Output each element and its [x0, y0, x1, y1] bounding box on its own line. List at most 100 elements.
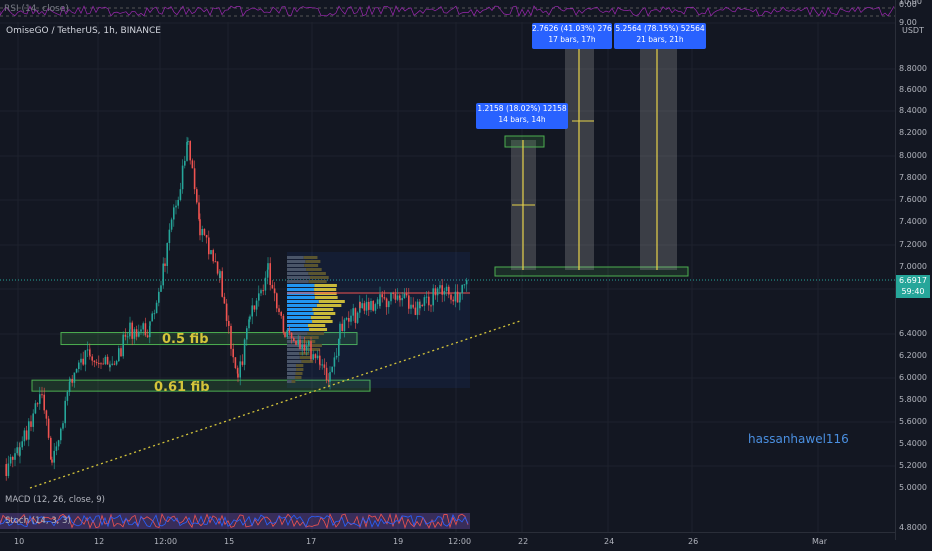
volume-bar — [287, 300, 319, 303]
candle-body — [216, 261, 219, 274]
target-zone-1 — [504, 135, 545, 148]
volume-bar — [305, 348, 321, 351]
measure-tooltip-3-line1: 5.2564 (78.15%) 52564 — [615, 24, 705, 33]
candle-body — [69, 378, 71, 382]
candle-body — [319, 364, 321, 366]
candle-body — [237, 373, 239, 378]
candle-body — [401, 298, 403, 301]
candle-body — [212, 250, 214, 262]
candle-body — [338, 338, 340, 356]
candle-body — [325, 367, 328, 381]
candle-body — [135, 329, 138, 337]
candle-body — [316, 355, 319, 359]
currency-label: USDT — [902, 26, 924, 35]
candle-body — [445, 286, 448, 291]
candle-body — [258, 293, 260, 301]
price-scale-label: 7.8000 — [899, 173, 927, 182]
candle-body — [321, 364, 323, 366]
candle-body — [328, 380, 330, 382]
candle-body — [412, 304, 414, 308]
candle-body — [131, 322, 133, 339]
author-watermark: hassanhawel116 — [748, 432, 849, 446]
candle-body — [140, 329, 142, 332]
volume-bar — [304, 336, 319, 339]
candle-body — [142, 323, 144, 330]
fib-05-label: 0.5 fib — [162, 332, 209, 347]
candle-body — [115, 361, 118, 365]
volume-bar — [318, 300, 345, 303]
candle-body — [230, 325, 232, 349]
time-axis[interactable]: 10 12 12:00 15 17 19 12:00 22 24 26 Mar — [0, 532, 895, 551]
candle-body — [196, 189, 198, 203]
candle-body — [399, 298, 401, 301]
candle-body — [111, 363, 113, 365]
candle-body — [434, 288, 437, 296]
price-scale-label: 4.8000 — [899, 523, 927, 532]
candle-body — [352, 308, 354, 316]
candle-body — [223, 296, 226, 304]
candle-body — [385, 298, 388, 308]
volume-bar — [306, 344, 322, 347]
candle-body — [432, 288, 434, 306]
candle-body — [191, 160, 194, 169]
volume-bar — [287, 340, 303, 343]
candle-body — [450, 294, 452, 300]
candle-body — [456, 291, 459, 303]
candle-body — [243, 339, 246, 365]
candle-body — [149, 325, 151, 338]
candle-body — [187, 141, 189, 143]
candle-body — [41, 394, 43, 396]
candle-body — [264, 277, 267, 291]
volume-bar — [287, 308, 313, 311]
candle-body — [374, 304, 377, 311]
candle-body — [363, 303, 366, 311]
measure-tooltip-1-line2: 14 bars, 14h — [498, 115, 546, 124]
candle-body — [98, 363, 100, 365]
candle-body — [323, 364, 326, 368]
price-scale-label: 5.4000 — [899, 439, 927, 448]
price-scale-label: 8.6000 — [899, 85, 927, 94]
candle-body — [410, 304, 412, 309]
volume-bar — [287, 356, 300, 359]
measure-tooltip-2-line1: 2.7626 (41.03%) 2762 — [532, 24, 612, 33]
price-chart-canvas[interactable] — [0, 0, 895, 532]
candle-body — [394, 293, 397, 300]
candle-body — [19, 447, 21, 456]
candle-body — [305, 345, 308, 351]
candle-body — [7, 463, 10, 476]
candle-body — [436, 288, 439, 296]
candle-body — [273, 288, 276, 294]
candle-body — [122, 334, 124, 357]
candle-body — [416, 301, 419, 315]
volume-bar — [287, 320, 313, 323]
candle-body — [225, 303, 228, 321]
candle-body — [151, 313, 153, 322]
candle-body — [78, 362, 80, 370]
candle-body — [109, 364, 111, 368]
volume-bar — [294, 376, 302, 379]
candlestick-series — [5, 136, 468, 481]
candle-body — [356, 312, 359, 323]
candle-body — [303, 344, 306, 351]
candle-body — [100, 363, 102, 365]
candle-body — [28, 421, 30, 440]
last-price-badge: 6.6917 59:40 — [896, 275, 930, 298]
price-scale-label: 8.0000 — [899, 151, 927, 160]
candle-body — [428, 296, 430, 306]
candle-body — [301, 344, 303, 349]
volume-bar — [314, 288, 337, 291]
candle-body — [14, 453, 16, 460]
candle-body — [126, 336, 129, 338]
time-axis-label: 15 — [224, 537, 235, 546]
volume-bar — [307, 332, 325, 335]
candle-body — [86, 349, 89, 351]
price-scale-label: 8.4000 — [899, 106, 927, 115]
candle-body — [361, 303, 363, 309]
candle-body — [239, 361, 241, 378]
candle-body — [341, 323, 343, 331]
candle-body — [381, 294, 383, 298]
price-scale[interactable]: 10.00 9.00 8.8000 8.6000 8.4000 8.2000 8.0000 7… — [895, 0, 932, 540]
candle-body — [284, 332, 286, 337]
candle-body — [203, 228, 206, 235]
candle-body — [179, 189, 182, 200]
